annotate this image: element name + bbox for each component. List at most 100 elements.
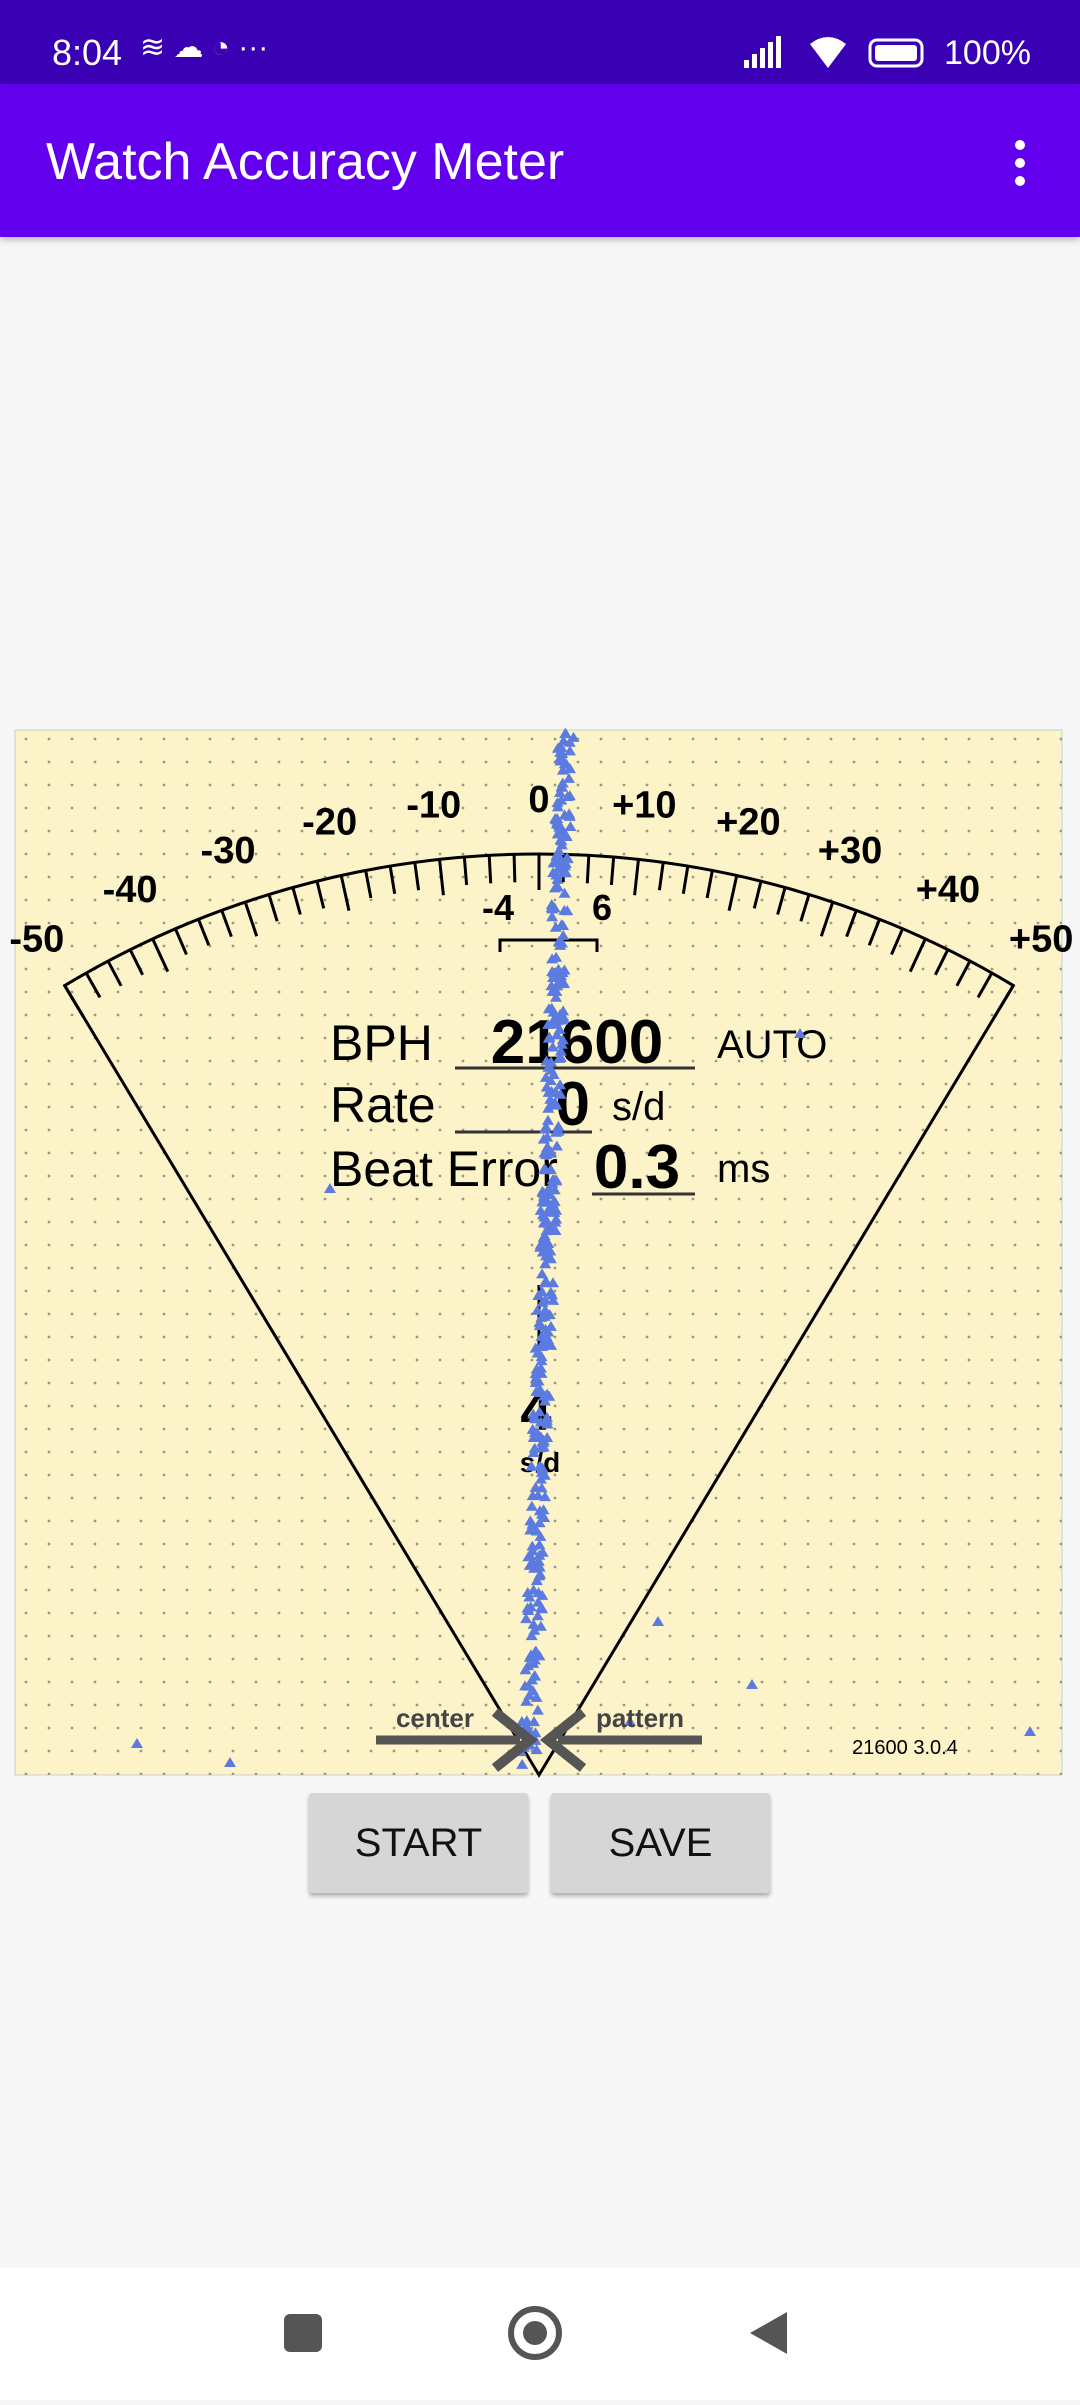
trace-point [550, 1087, 563, 1098]
scale-tick [197, 918, 211, 946]
trace-point [538, 1230, 551, 1241]
trace-point [529, 1342, 542, 1353]
trace-point [539, 1491, 552, 1502]
beat-error-unit: ms [717, 1147, 770, 1191]
scale-tick [267, 894, 279, 922]
trace-point [131, 1738, 143, 1748]
trace-point [544, 1098, 557, 1109]
back-button[interactable] [750, 2312, 787, 2354]
scale-tick [151, 938, 170, 973]
fine-label: -4 [482, 887, 514, 928]
trace-point [536, 1268, 549, 1279]
scale-label: -50 [9, 918, 64, 960]
trace-point [527, 1584, 540, 1595]
trace-point [525, 1460, 538, 1471]
rate-unit: s/d [612, 1085, 665, 1129]
beat-error-value: 0.3 [594, 1133, 680, 1202]
scale-tick [291, 887, 302, 915]
trace-point [535, 1331, 548, 1342]
trace-point [557, 1005, 570, 1016]
trace-point [544, 1253, 557, 1264]
trace-point [535, 1601, 548, 1612]
trace-point [539, 1236, 552, 1247]
trace-point [558, 860, 571, 871]
trace-point [529, 1670, 542, 1681]
scale-tick [609, 856, 616, 886]
trace-point [528, 1654, 541, 1665]
trace-point [547, 1277, 560, 1288]
trace-point [534, 1568, 547, 1579]
scale-tick [799, 894, 811, 922]
home-button[interactable] [508, 2306, 562, 2360]
scale-tick [819, 901, 835, 937]
trace-point [538, 1216, 551, 1227]
trace-point [554, 755, 567, 766]
scale-tick [462, 856, 469, 886]
trace-point [537, 1504, 550, 1515]
trace-point [539, 1294, 552, 1305]
trace-point [521, 1586, 534, 1597]
trace-point [563, 745, 576, 756]
scale-label: -10 [406, 785, 461, 827]
trace-point [554, 939, 567, 950]
trace-point [533, 1460, 546, 1471]
trace-point [555, 781, 568, 792]
scale-tick [705, 870, 714, 899]
trace-point [537, 1163, 550, 1174]
trace-point [534, 1416, 547, 1427]
trace-point [531, 1610, 544, 1621]
trace-point [540, 1081, 553, 1092]
trace-point [794, 1028, 806, 1038]
scale-label: -20 [302, 802, 357, 844]
trace-point [525, 1630, 538, 1641]
scale-label: 0 [528, 779, 549, 821]
trace-point [558, 809, 571, 820]
scale-tick [955, 960, 972, 987]
scale-tick [243, 901, 259, 937]
trace-point [530, 1744, 543, 1755]
trace-point [559, 866, 572, 877]
trace-point [523, 1689, 536, 1700]
trace-point [547, 971, 560, 982]
trace-point [550, 1126, 563, 1137]
scale: -50 -40 -30 -20 -10 0 +10 +20 +30 +40 +50 [9, 779, 1073, 1778]
app-title: Watch Accuracy Meter [46, 133, 565, 191]
save-button[interactable]: SAVE [551, 1793, 770, 1893]
trace-point [530, 1525, 543, 1536]
trace-point [527, 1716, 540, 1727]
trace-point [539, 1304, 552, 1315]
trace-point [562, 772, 575, 783]
trace-point [541, 1141, 554, 1152]
trace-point [535, 1466, 548, 1477]
trace-point [558, 964, 571, 975]
trace-point [532, 1289, 545, 1300]
trace-point [546, 953, 559, 964]
rate-label: Rate [330, 1077, 436, 1133]
trace-point [552, 863, 565, 874]
trace-point [522, 1551, 535, 1562]
trace-point [534, 1530, 547, 1541]
trace-point [533, 1406, 546, 1417]
status-bar: 8:04 ≋ ☁ ◔ ··· 100% [0, 0, 1080, 84]
app-bar: Watch Accuracy Meter [0, 84, 1080, 237]
overflow-menu[interactable] [1005, 136, 1035, 196]
scale-label: +20 [716, 802, 780, 844]
trace-point [519, 1664, 532, 1675]
start-button[interactable]: START [309, 1793, 528, 1893]
scale-tick [633, 859, 640, 896]
trace-point [542, 1018, 555, 1029]
trace-point [530, 1385, 543, 1396]
trace-point [547, 857, 560, 868]
scale-tick [487, 855, 493, 884]
trace-point [548, 1195, 561, 1206]
scale-tick [890, 928, 904, 956]
recents-button[interactable] [284, 2314, 322, 2352]
scale-tick [220, 909, 233, 938]
trace-point [538, 1395, 551, 1406]
trace-point [527, 1408, 540, 1419]
trace-point [545, 1056, 558, 1067]
bph-value: 21600 [491, 1008, 663, 1077]
trace-point [224, 1757, 236, 1767]
trace-point [530, 1363, 543, 1374]
trace-point [551, 742, 564, 753]
